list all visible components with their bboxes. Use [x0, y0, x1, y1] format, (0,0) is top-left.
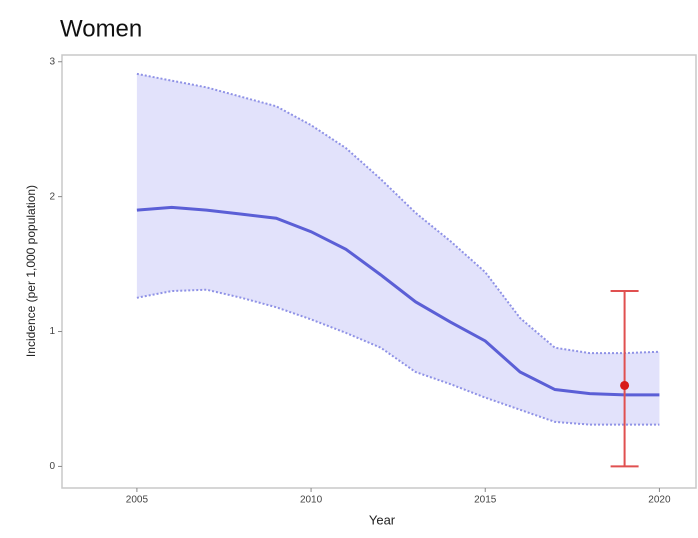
x-axis-label: Year	[369, 512, 396, 527]
line	[136, 205, 660, 397]
x-tick-label: 2015	[474, 495, 497, 506]
y-tick-label: 3	[49, 56, 55, 67]
band-edge	[136, 72, 660, 355]
x-tick-label: 2005	[126, 495, 149, 506]
band-edge	[136, 288, 660, 426]
y-tick-label: 2	[49, 191, 55, 202]
chart-title: Women	[60, 15, 142, 42]
point	[620, 380, 630, 390]
y-axis-label: Incidence (per 1,000 population)	[24, 185, 38, 357]
x-tick-label: 2010	[300, 495, 323, 506]
y-tick-label: 0	[49, 461, 55, 472]
confidence-band	[136, 73, 660, 425]
y-tick-label: 1	[49, 326, 55, 337]
x-tick-label: 2020	[648, 495, 671, 506]
